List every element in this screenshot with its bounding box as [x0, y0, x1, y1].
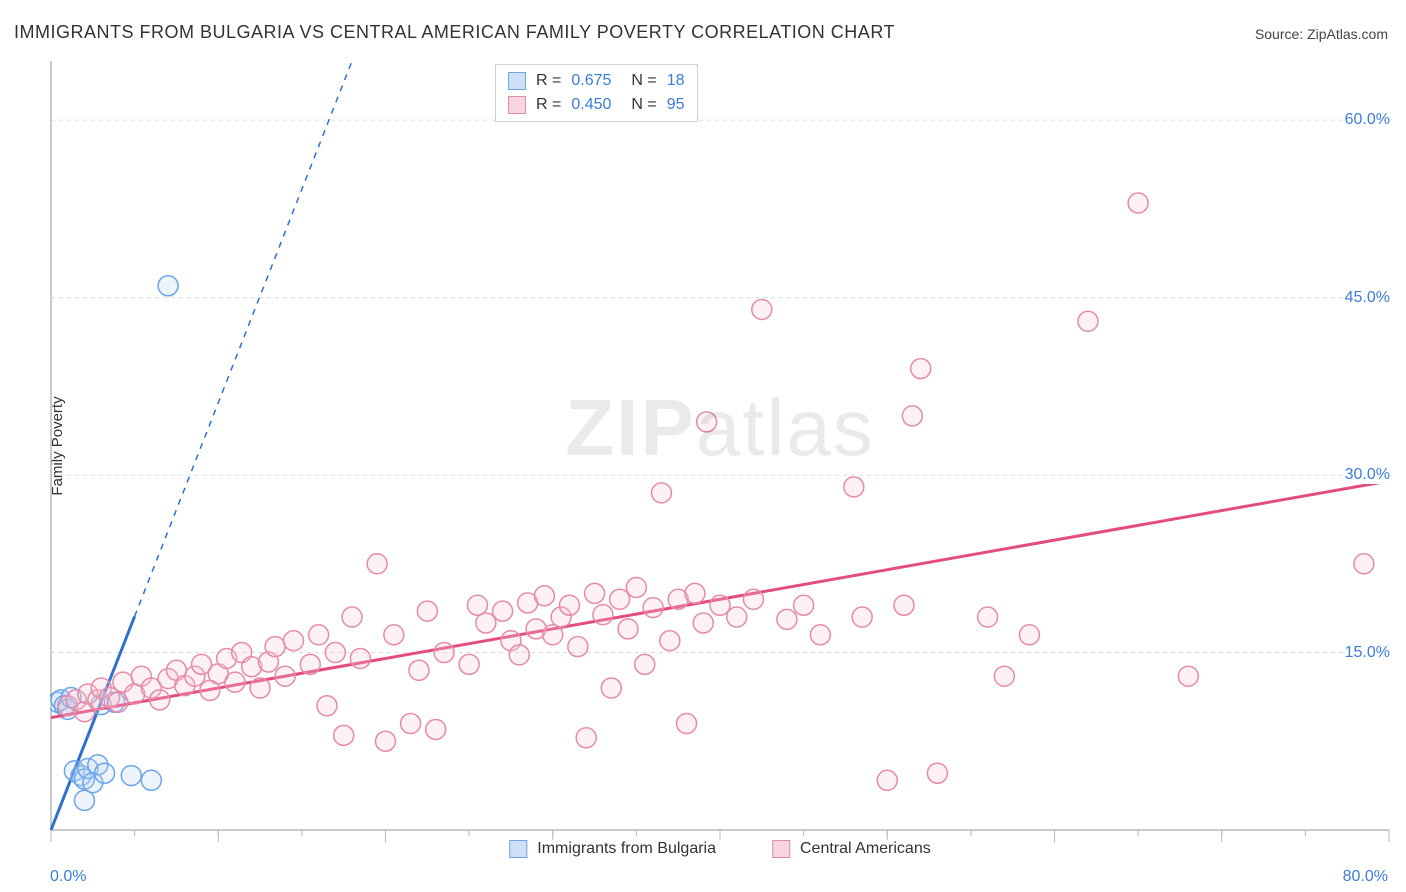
y-tick-label: 45.0% — [1343, 289, 1392, 307]
stat-n-label: N = — [631, 93, 656, 117]
chart-svg — [50, 60, 1390, 860]
legend-item-central: Central Americans — [772, 840, 931, 858]
correlation-stats-box: R = 0.675 N = 18 R = 0.450 N = 95 — [495, 64, 698, 122]
source-attribution: Source: ZipAtlas.com — [1255, 26, 1388, 42]
x-axis-min-label: 0.0% — [50, 868, 86, 886]
swatch-icon — [508, 96, 526, 114]
stats-row-bulgaria: R = 0.675 N = 18 — [508, 69, 685, 93]
stat-n-value: 18 — [667, 69, 685, 93]
stat-n-value: 95 — [667, 93, 685, 117]
legend-item-bulgaria: Immigrants from Bulgaria — [509, 840, 716, 858]
stat-r-value: 0.675 — [571, 69, 611, 93]
stat-r-label: R = — [536, 69, 561, 93]
y-tick-label: 30.0% — [1343, 466, 1392, 484]
stat-r-label: R = — [536, 93, 561, 117]
swatch-icon — [509, 840, 527, 858]
chart-title: IMMIGRANTS FROM BULGARIA VS CENTRAL AMER… — [14, 22, 895, 43]
legend-label: Immigrants from Bulgaria — [537, 840, 716, 858]
stat-r-value: 0.450 — [571, 93, 611, 117]
chart-plot-area: ZIPatlas 15.0%30.0%45.0%60.0% R =0.675N … — [50, 60, 1390, 860]
swatch-icon — [772, 840, 790, 858]
x-axis-max-label: 80.0% — [1343, 868, 1388, 886]
stats-row-central: R = 0.450 N = 95 — [508, 93, 685, 117]
y-tick-label: 60.0% — [1343, 111, 1392, 129]
swatch-icon — [508, 72, 526, 90]
legend-label: Central Americans — [800, 840, 931, 858]
y-tick-label: 15.0% — [1343, 644, 1392, 662]
chart-legend: Immigrants from Bulgaria Central American… — [501, 840, 938, 858]
stat-n-label: N = — [631, 69, 656, 93]
